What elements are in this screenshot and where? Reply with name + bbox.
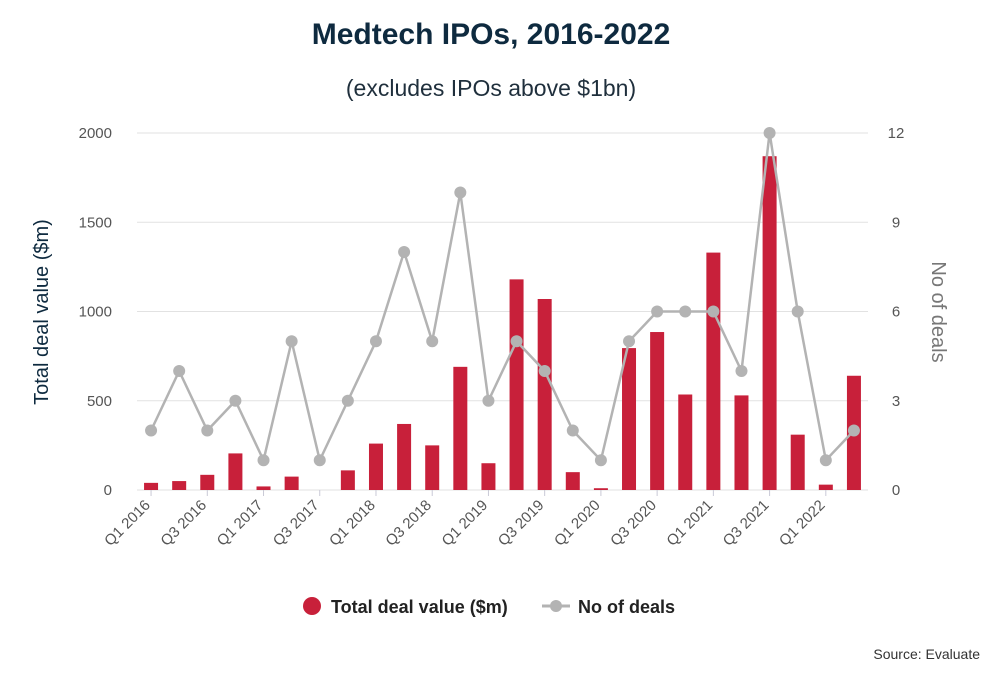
line-point	[369, 335, 382, 348]
y2-tick-label: 9	[892, 214, 900, 231]
bar	[172, 481, 187, 490]
x-tick-label: Q1 2018	[326, 497, 379, 550]
line-point	[173, 365, 186, 377]
bar	[425, 445, 440, 490]
line-point	[651, 305, 664, 318]
line-series	[145, 127, 860, 467]
y2-tick-label: 6	[892, 304, 900, 321]
chart-title: Medtech IPOs, 2016-2022	[312, 18, 671, 51]
y-tick-label: 1000	[79, 304, 112, 321]
bar	[678, 394, 693, 490]
bar	[453, 366, 468, 490]
x-tick-label: Q1 2016	[101, 497, 154, 550]
bar	[818, 484, 833, 490]
line-point	[398, 246, 411, 258]
bar	[706, 252, 721, 490]
bar	[228, 453, 243, 490]
bar	[284, 476, 299, 490]
line-point	[285, 335, 298, 348]
line-path	[149, 132, 855, 465]
line-point	[819, 454, 832, 467]
x-tick-label: Q3 2021	[720, 497, 773, 550]
line-point	[229, 394, 242, 407]
line-point	[454, 186, 467, 199]
x-tick-label: Q3 2020	[607, 497, 660, 550]
line-point	[538, 365, 551, 377]
x-tick-label: Q1 2022	[776, 497, 829, 550]
line-point	[145, 424, 158, 437]
bar	[144, 482, 159, 490]
legend: Total deal value ($m) No of deals	[303, 597, 675, 617]
legend-bar-label: Total deal value ($m)	[331, 597, 508, 617]
x-tick-label: Q1 2021	[663, 497, 716, 550]
x-tick-label: Q3 2019	[495, 497, 548, 550]
x-tick-label: Q3 2017	[270, 497, 323, 550]
bar	[622, 348, 637, 490]
y2-axis-ticks: 0 3 6 9 12	[888, 125, 905, 499]
bar-series	[144, 156, 861, 490]
line-point	[201, 424, 214, 437]
line-point	[257, 454, 270, 467]
bar	[790, 434, 805, 490]
x-tick-label: Q1 2017	[214, 497, 267, 550]
line-point	[791, 305, 804, 318]
chart-subtitle: (excludes IPOs above $1bn)	[346, 75, 636, 101]
bar	[256, 486, 271, 490]
x-tick-label: Q3 2016	[157, 497, 210, 550]
y-tick-label: 1500	[79, 214, 112, 231]
line-point	[623, 335, 636, 348]
y2-tick-label: 0	[892, 482, 900, 499]
y-axis-ticks: 0 500 1000 1500 2000	[79, 125, 112, 499]
bar	[481, 463, 496, 490]
x-tick-label: Q3 2018	[382, 497, 435, 550]
line-point	[707, 305, 720, 318]
bar	[734, 395, 749, 490]
legend-bar-marker	[303, 597, 321, 615]
line-point	[313, 454, 326, 467]
y-axis-label: Total deal value ($m)	[31, 219, 53, 405]
bar	[200, 474, 215, 490]
y2-axis-label: No of deals	[927, 261, 949, 362]
source-note: Source: Evaluate	[873, 646, 980, 662]
line-point	[482, 394, 495, 407]
bar	[340, 470, 355, 490]
y-tick-label: 2000	[79, 125, 112, 142]
x-tick-label: Q1 2019	[439, 497, 492, 550]
x-axis-ticks: Q1 2016 Q3 2016 Q1 2017 Q3 2017 Q1 2018 Q3 20…	[101, 490, 829, 550]
y-tick-label: 0	[104, 482, 112, 499]
y-tick-label: 500	[87, 393, 112, 410]
legend-line-dot	[550, 600, 562, 612]
bar	[650, 332, 665, 490]
line-point	[735, 365, 748, 377]
grid	[137, 132, 868, 491]
x-tick-label: Q1 2020	[551, 497, 604, 550]
line-point	[679, 305, 692, 318]
line-point	[847, 424, 860, 437]
line-point	[510, 335, 523, 348]
bar	[762, 156, 777, 490]
line-point	[763, 127, 776, 139]
line-point	[426, 335, 439, 348]
bar	[397, 423, 412, 490]
y2-tick-label: 3	[892, 393, 900, 410]
bar	[593, 488, 608, 490]
line-point	[594, 454, 607, 467]
bar	[537, 299, 552, 490]
legend-line-label: No of deals	[578, 597, 675, 617]
line-point	[566, 424, 579, 437]
bar	[509, 279, 524, 490]
bar	[565, 472, 580, 490]
bar	[368, 443, 383, 490]
y2-tick-label: 12	[888, 125, 905, 142]
line-point	[341, 394, 354, 407]
